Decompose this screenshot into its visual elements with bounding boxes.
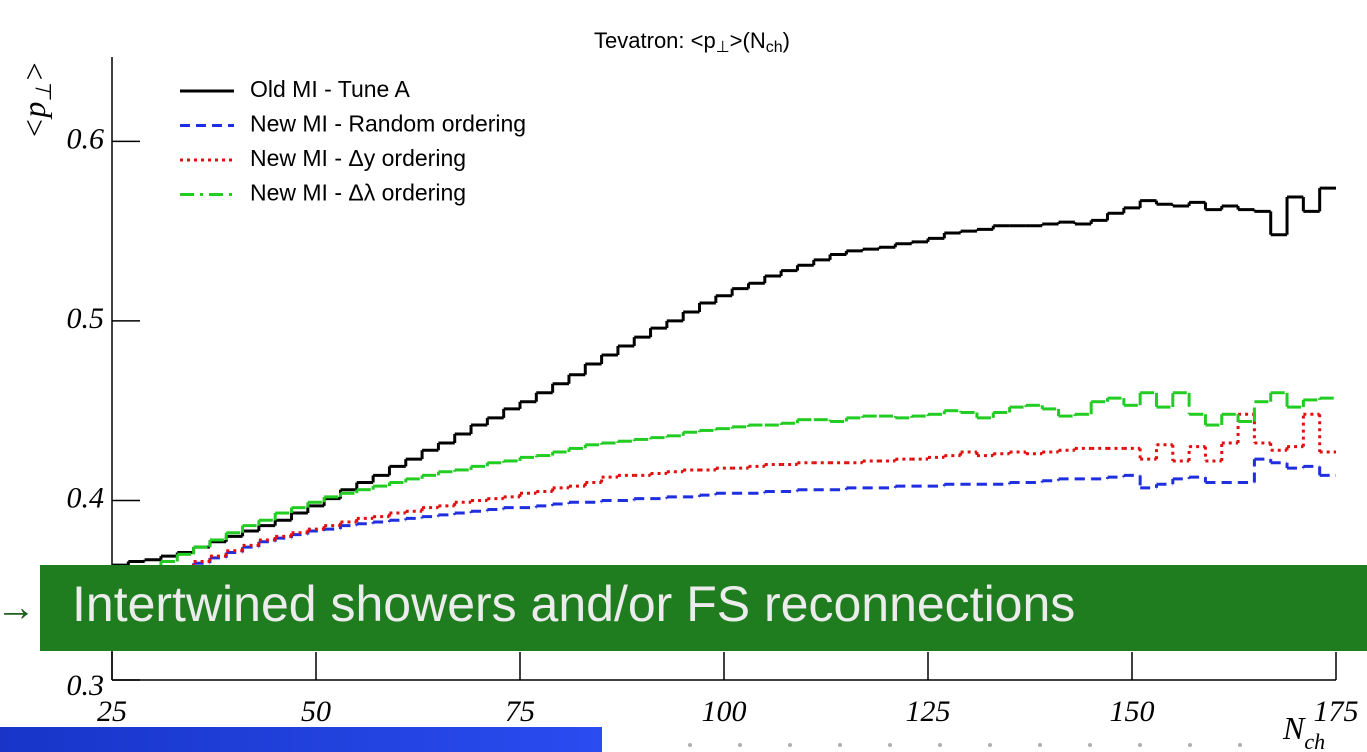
- title-part: >(N: [730, 28, 766, 53]
- legend-label: New MI - Random ordering: [250, 111, 526, 137]
- y-tick-label: 0.6: [67, 122, 105, 155]
- x-tick-label: 125: [906, 695, 951, 728]
- footer-dots: [688, 743, 1242, 747]
- x-tick-label: 150: [1110, 695, 1155, 728]
- chart-title: Tevatron: <p⊥>(Nch): [594, 28, 790, 56]
- banner-arrow: →: [0, 586, 36, 630]
- y-tick-label: 0.4: [67, 481, 105, 514]
- banner-text: Intertwined showers and/or FS reconnecti…: [72, 576, 1075, 632]
- x-axis-label: Nch: [1282, 710, 1325, 752]
- x-tick-label: 100: [702, 695, 747, 728]
- y-tick-label: 0.5: [67, 302, 105, 335]
- label-part: >: [16, 61, 52, 83]
- label-part: ⊥: [31, 82, 56, 101]
- x-tick-label: 175: [1314, 695, 1359, 728]
- title-part: ch: [766, 39, 783, 56]
- plot: 0.3 0.4 0.5 0.6 25 50 75 100 125 150 175 Old MI - T…: [67, 57, 1359, 728]
- step-risers: [126, 414, 1322, 591]
- banner: [40, 565, 1367, 651]
- legend-label: New MI - Δλ ordering: [250, 180, 466, 206]
- y-tick-label: 0.3: [67, 669, 105, 702]
- step-risers: [126, 188, 1322, 566]
- label-part: ch: [1304, 729, 1325, 752]
- legend-label: Old MI - Tune A: [250, 76, 410, 102]
- x-tick-label: 25: [97, 695, 127, 728]
- series: [112, 391, 1336, 589]
- title-part: Tevatron: <p: [594, 28, 716, 53]
- step-risers: [126, 392, 1322, 587]
- footer-bar: [0, 727, 602, 752]
- x-tick-label: 50: [301, 695, 331, 728]
- label-part: <p: [16, 102, 52, 140]
- series: [112, 412, 1336, 592]
- x-tick-label: 75: [505, 695, 535, 728]
- legend-label: New MI - Δy ordering: [250, 145, 466, 171]
- label-part: N: [1282, 710, 1306, 746]
- title-part: ⊥: [716, 39, 730, 56]
- title-part: ): [783, 28, 790, 53]
- y-axis-label: <p⊥>: [16, 61, 56, 139]
- series: [112, 186, 1336, 567]
